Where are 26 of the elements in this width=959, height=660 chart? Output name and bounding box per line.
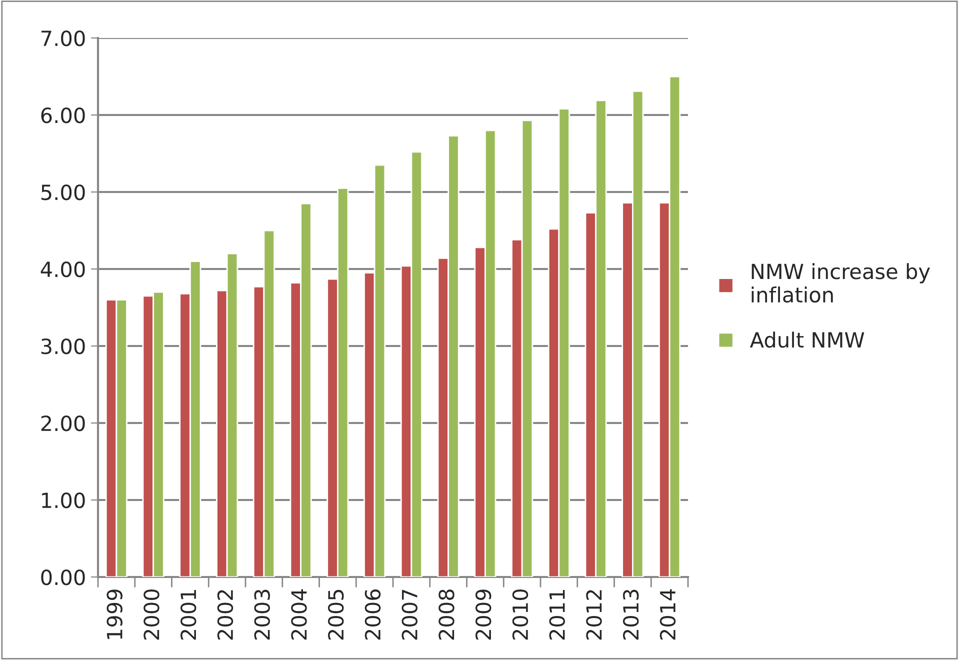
x-tick-label: 2002 xyxy=(217,590,234,640)
y-tick-label: 1.00 xyxy=(42,492,85,508)
x-tick-label: 2001 xyxy=(180,590,196,640)
x-tick-label: 2005 xyxy=(328,590,344,640)
x-tick-label: 2000 xyxy=(144,589,160,640)
x-tick-label: 1999 xyxy=(106,590,122,639)
x-tick-label: 2013 xyxy=(622,590,639,640)
x-tick-label: 2012 xyxy=(586,590,602,640)
y-tick-label: 5.00 xyxy=(41,184,85,200)
x-tick-label: 2008 xyxy=(438,590,454,640)
y-tick-label: 2.00 xyxy=(41,415,85,432)
y-tick-label: 7.00 xyxy=(42,30,85,46)
x-tick-label: 2010 xyxy=(512,589,528,640)
x-tick-label: 2009 xyxy=(475,590,492,640)
x-tick-label: 2004 xyxy=(291,589,307,640)
x-tick-label: 2014 xyxy=(660,589,676,640)
y-tick-label: 3.00 xyxy=(41,338,85,354)
y-tick-label: 4.00 xyxy=(40,261,85,278)
x-tick-label: 2011 xyxy=(549,590,565,640)
y-tick-label: 0.00 xyxy=(41,569,85,586)
y-tick-label: 6.00 xyxy=(41,107,85,124)
x-tick-label: 2006 xyxy=(364,589,381,640)
x-tick-label: 2007 xyxy=(402,590,418,640)
x-tick-label: 2003 xyxy=(254,590,270,640)
legend-label: NMW increase by inflation xyxy=(752,263,930,303)
legend-label: Adult NMW xyxy=(750,332,864,348)
